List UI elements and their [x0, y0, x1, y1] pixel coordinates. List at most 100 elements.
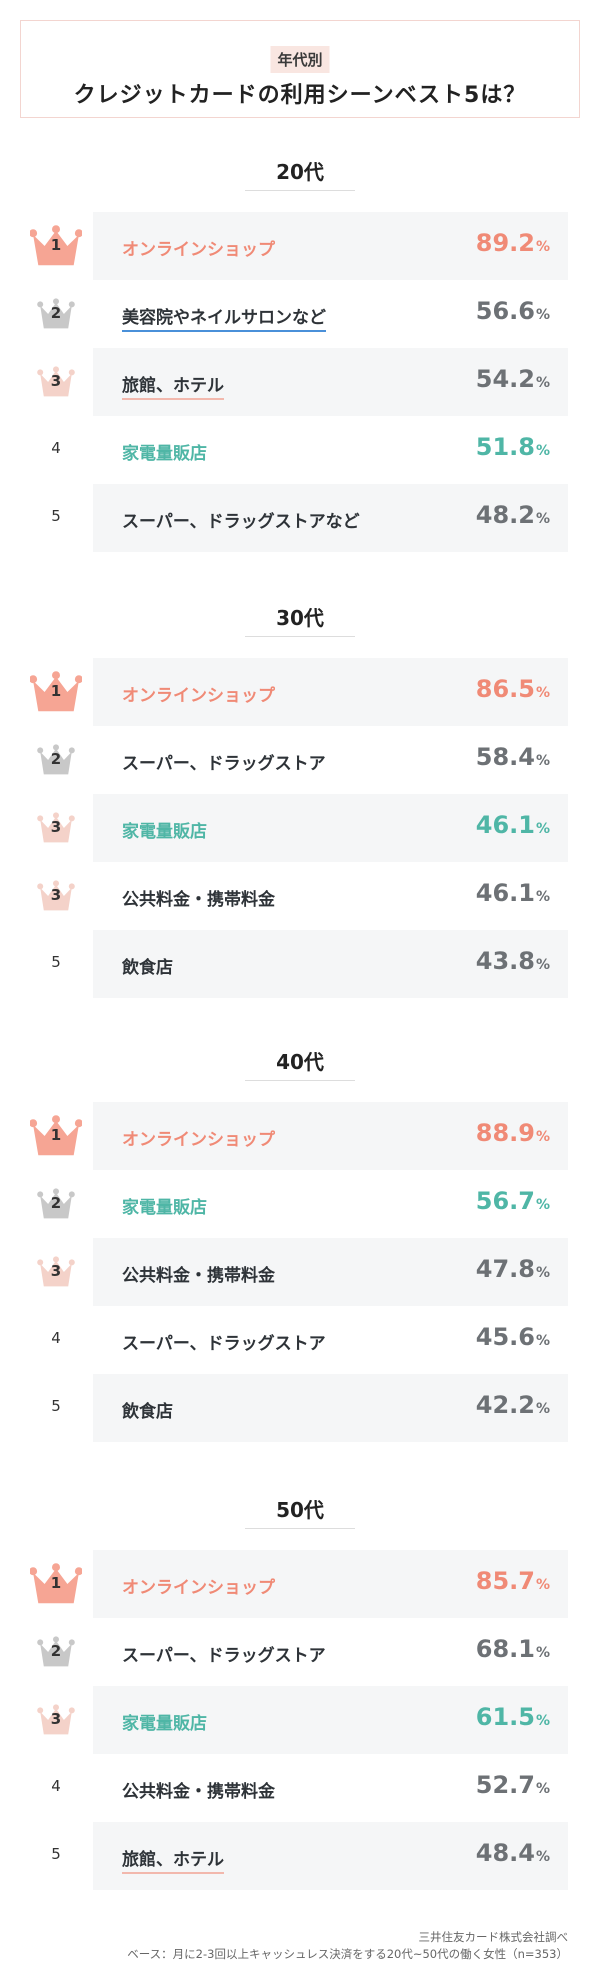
section-title: 30代	[276, 606, 324, 630]
value-unit: %	[535, 889, 550, 905]
crown-icon	[37, 1256, 75, 1287]
value-number: 46.1	[475, 879, 535, 907]
crown-icon	[37, 1704, 75, 1735]
rank-badge: 2	[30, 1170, 82, 1238]
rank-number: 4	[51, 439, 61, 457]
ranking-row: 2 家電量販店 56.7%	[0, 1170, 600, 1238]
crown-icon	[37, 366, 75, 397]
percentage-value: 45.6%	[476, 1323, 550, 1351]
value-number: 45.6	[475, 1323, 535, 1351]
value-number: 56.6	[475, 297, 535, 325]
scene-label: オンラインショップ	[122, 1578, 275, 1598]
value-number: 85.7	[475, 1567, 535, 1595]
section-title: 20代	[276, 160, 324, 184]
value-number: 88.9	[475, 1119, 535, 1147]
rank-badge: 1	[30, 1550, 82, 1618]
rank-number: 5	[51, 1845, 61, 1863]
rank-number: 2	[50, 1642, 62, 1660]
crown-icon	[37, 1188, 75, 1219]
scene-label: 家電量販店	[122, 822, 207, 842]
crown-icon	[30, 671, 82, 712]
rank-badge: 3	[30, 794, 82, 862]
row-background	[93, 484, 568, 552]
rank-number: 2	[50, 304, 62, 322]
scene-label: 公共料金・携帯料金	[122, 1782, 275, 1802]
value-number: 52.7	[475, 1771, 535, 1799]
value-number: 89.2	[475, 229, 535, 257]
percentage-value: 58.4%	[476, 743, 550, 771]
value-unit: %	[535, 753, 550, 769]
ranking-row: 3 旅館、ホテル 54.2%	[0, 348, 600, 416]
row-background	[93, 212, 568, 280]
rank-badge: 4	[30, 1306, 82, 1374]
percentage-value: 47.8%	[476, 1255, 550, 1283]
ranking-row: 5 飲食店 42.2%	[0, 1374, 600, 1442]
crown-icon	[37, 1636, 75, 1667]
base-note: ベース：月に2-3回以上キャッシュレス決済をする20代~50代の働く女性（n=3…	[127, 1947, 568, 1961]
crown-icon	[30, 1563, 82, 1604]
section-underline	[245, 636, 355, 637]
rank-number: 3	[50, 372, 62, 390]
ranking-row: 5 旅館、ホテル 48.4%	[0, 1822, 600, 1890]
ranking-row: 3 家電量販店 61.5%	[0, 1686, 600, 1754]
value-unit: %	[535, 685, 550, 701]
scene-label: オンラインショップ	[122, 1130, 275, 1150]
value-number: 42.2	[475, 1391, 535, 1419]
crown-icon	[30, 225, 82, 266]
ranking-row: 5 スーパー、ドラッグストアなど 48.2%	[0, 484, 600, 552]
value-unit: %	[535, 443, 550, 459]
row-background	[93, 658, 568, 726]
value-number: 46.1	[475, 811, 535, 839]
rank-badge: 3	[30, 862, 82, 930]
row-background	[93, 1238, 568, 1306]
row-background	[93, 930, 568, 998]
ranking-row: 5 飲食店 43.8%	[0, 930, 600, 998]
rank-badge: 3	[30, 348, 82, 416]
percentage-value: 46.1%	[476, 811, 550, 839]
percentage-value: 43.8%	[476, 947, 550, 975]
percentage-value: 52.7%	[476, 1771, 550, 1799]
rank-number: 4	[51, 1329, 61, 1347]
percentage-value: 61.5%	[476, 1703, 550, 1731]
scene-label: スーパー、ドラッグストア	[122, 754, 326, 774]
crown-icon	[37, 880, 75, 911]
value-number: 48.2	[475, 501, 535, 529]
value-unit: %	[535, 1849, 550, 1865]
value-number: 86.5	[475, 675, 535, 703]
ranking-row: 3 公共料金・携帯料金 47.8%	[0, 1238, 600, 1306]
ranking-row: 4 スーパー、ドラッグストア 45.6%	[0, 1306, 600, 1374]
scene-label: 家電量販店	[122, 444, 207, 464]
ranking-row: 2 スーパー、ドラッグストア 58.4%	[0, 726, 600, 794]
value-unit: %	[535, 511, 550, 527]
ranking-row: 3 家電量販店 46.1%	[0, 794, 600, 862]
crown-icon	[37, 744, 75, 775]
value-unit: %	[535, 1333, 550, 1349]
section-underline	[245, 190, 355, 191]
footer: 三井住友カード株式会社調べ ベース：月に2-3回以上キャッシュレス決済をする20…	[127, 1929, 568, 1963]
scene-label: 旅館、ホテル	[122, 371, 224, 400]
rank-badge: 3	[30, 1686, 82, 1754]
rank-number: 5	[51, 507, 61, 525]
percentage-value: 54.2%	[476, 365, 550, 393]
scene-label: 美容院やネイルサロンなど	[122, 303, 326, 332]
rank-badge: 2	[30, 1618, 82, 1686]
rank-badge: 4	[30, 416, 82, 484]
ranking-row: 1 オンラインショップ 85.7%	[0, 1550, 600, 1618]
value-unit: %	[535, 1129, 550, 1145]
scene-label: スーパー、ドラッグストアなど	[122, 512, 360, 532]
ranking-row: 2 スーパー、ドラッグストア 68.1%	[0, 1618, 600, 1686]
rank-number: 2	[50, 750, 62, 768]
value-number: 47.8	[475, 1255, 535, 1283]
ranking-row: 4 家電量販店 51.8%	[0, 416, 600, 484]
percentage-value: 46.1%	[476, 879, 550, 907]
title-card: 年代別 クレジットカードの利用シーンベスト5は？	[20, 20, 580, 118]
scene-label: 家電量販店	[122, 1198, 207, 1218]
value-number: 61.5	[475, 1703, 535, 1731]
rank-badge: 2	[30, 280, 82, 348]
rank-number: 1	[50, 682, 62, 700]
value-number: 58.4	[475, 743, 535, 771]
scene-label: オンラインショップ	[122, 240, 275, 260]
scene-label: 飲食店	[122, 958, 173, 978]
percentage-value: 86.5%	[476, 675, 550, 703]
crown-icon	[37, 812, 75, 843]
